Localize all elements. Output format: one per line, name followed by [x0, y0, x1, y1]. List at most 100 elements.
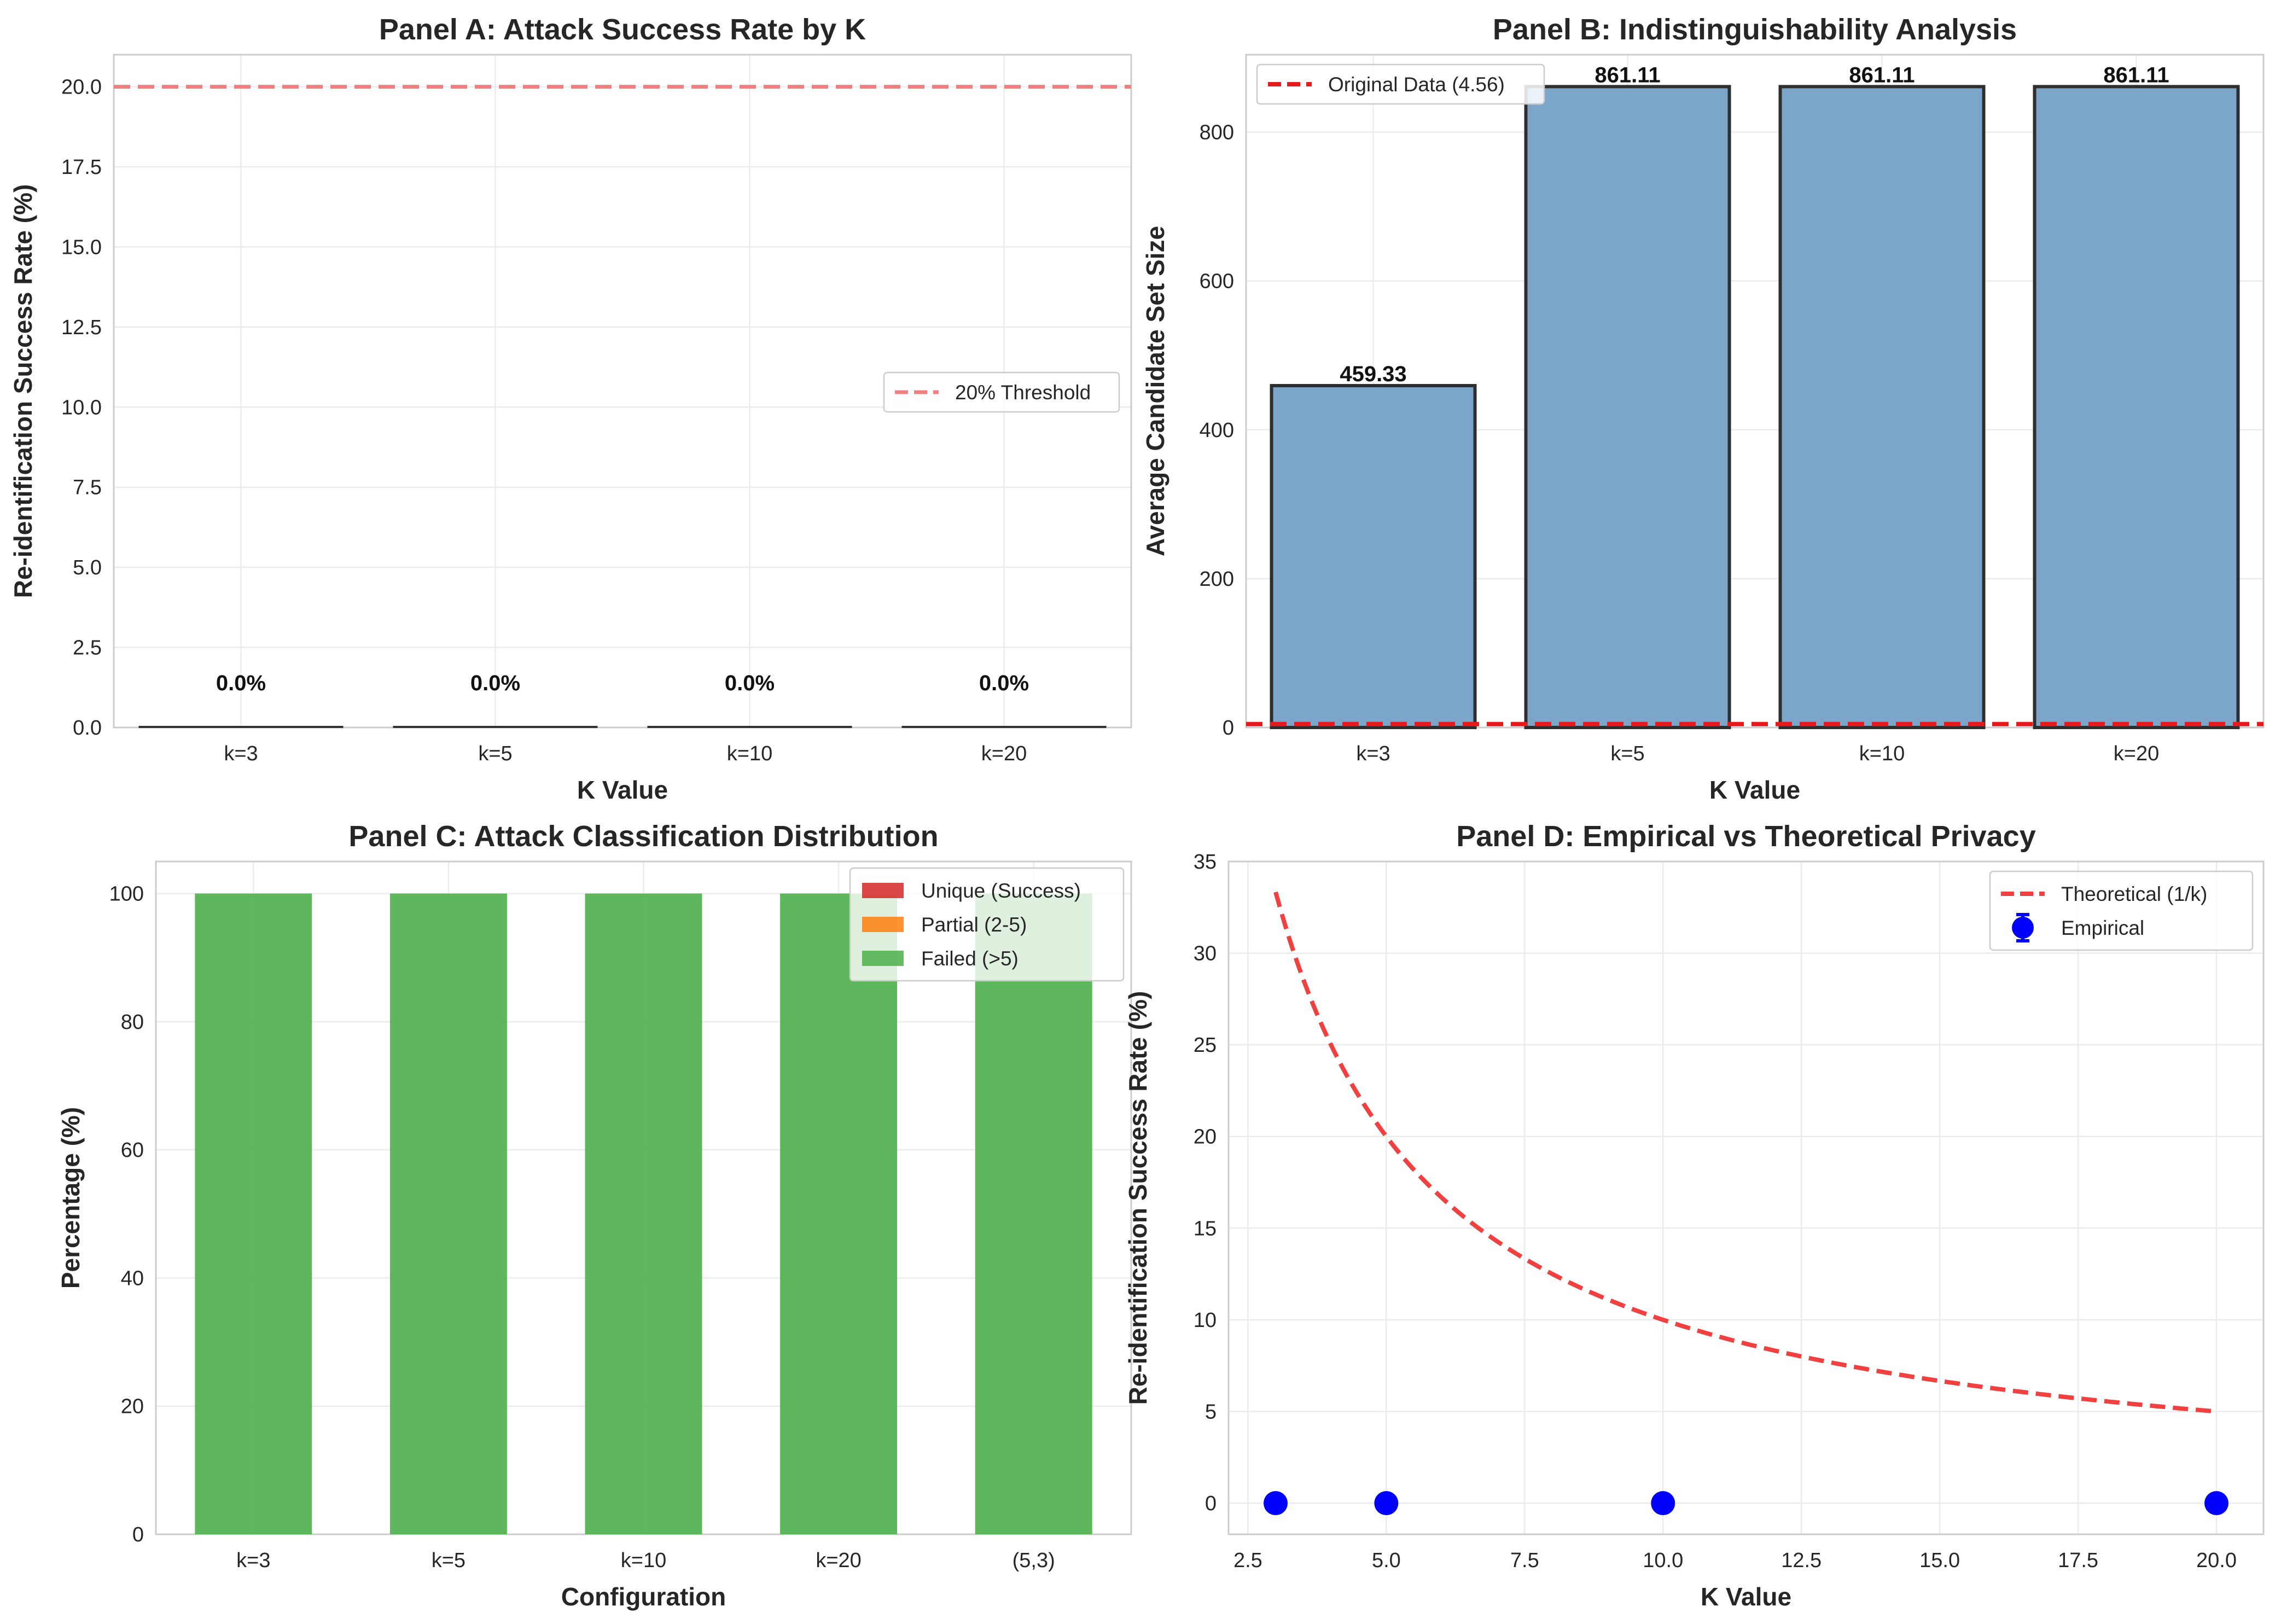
y-tick-label: 20: [1194, 1126, 1217, 1149]
x-tick-label: k=5: [432, 1549, 465, 1572]
legend-label: 20% Threshold: [955, 381, 1091, 404]
panel-b: 0 200 400 600 800 459.33 k=3 861.11 k=5 861.11 k=1…: [1141, 13, 2265, 804]
legend-swatch: [862, 883, 904, 898]
panel-d: 0 5 10 15 20 25 30 35 2.5 5.0 7.5 10.0 12.5 15.0 17.5 2…: [1124, 820, 2265, 1611]
y-axis-label: Average Candidate Set Size: [1141, 226, 1169, 556]
theoretical-line: [1273, 891, 2217, 1414]
y-tick-label: 80: [121, 1011, 144, 1034]
x-tick-label: 12.5: [1781, 1549, 1822, 1572]
x-tick-label: k=20: [2114, 742, 2159, 765]
y-tick-label: 15.0: [61, 236, 102, 259]
panel-title: Panel C: Attack Classification Distribut…: [348, 820, 938, 853]
legend-swatch: [2012, 917, 2034, 939]
legend-label: Theoretical (1/k): [2061, 883, 2207, 905]
x-axis-label: Configuration: [561, 1582, 726, 1611]
x-tick-label: k=5: [1610, 742, 1644, 765]
bar-value-label: 861.11: [1595, 63, 1660, 87]
legend-label: Partial (2-5): [921, 913, 1027, 936]
bar-segment: [975, 893, 1092, 1534]
bar-value-label: 0.0%: [979, 671, 1029, 695]
x-tick-label: 15.0: [1919, 1549, 1960, 1572]
legend-box: [849, 867, 1125, 982]
y-axis-label: Re-identification Success Rate (%): [9, 184, 37, 598]
y-tick-label: 0: [1205, 1492, 1217, 1515]
empirical-point: [1264, 1491, 1288, 1516]
legend-box: [1989, 870, 2254, 951]
plot-frame: [1227, 860, 2265, 1535]
bar-value-label: 0.0%: [470, 671, 520, 695]
y-tick-label: 17.5: [61, 156, 102, 179]
y-tick-label: 400: [1200, 419, 1234, 442]
y-tick-label: 10: [1194, 1309, 1217, 1332]
legend: 20% Threshold: [883, 371, 1120, 413]
bar-segment: [195, 893, 312, 1534]
legend-swatch: [862, 917, 904, 932]
x-tick-label: k=3: [1356, 742, 1390, 765]
y-tick-label: 5: [1205, 1400, 1217, 1423]
bar-value-label: 0.0%: [725, 671, 775, 695]
y-tick-label: 200: [1200, 568, 1234, 591]
bar: [138, 726, 344, 728]
x-tick-label: 7.5: [1510, 1549, 1539, 1572]
bar: [393, 726, 598, 728]
legend-swatch: [862, 951, 904, 966]
bar-value-label: 459.33: [1340, 362, 1406, 386]
empirical-point: [1374, 1491, 1399, 1516]
y-tick-label: 100: [109, 883, 144, 906]
legend-box: [883, 371, 1120, 413]
empirical-point: [2204, 1491, 2228, 1516]
y-tick-label: 0: [132, 1523, 144, 1546]
bar-value-label: 861.11: [1849, 63, 1915, 87]
bar-segment: [389, 893, 507, 1534]
bar: [1524, 85, 1731, 730]
x-tick-label: 17.5: [2058, 1549, 2098, 1572]
legend-label: Original Data (4.56): [1328, 73, 1505, 96]
x-tick-label: (5,3): [1013, 1549, 1055, 1572]
x-tick-label: k=5: [478, 742, 512, 765]
y-tick-label: 800: [1200, 121, 1234, 144]
bar: [901, 726, 1107, 728]
x-tick-label: 20.0: [2196, 1549, 2237, 1572]
bar: [1270, 384, 1477, 729]
bar-value-label: 861.11: [2103, 63, 2169, 87]
y-tick-label: 7.5: [73, 476, 102, 499]
legend-label: Unique (Success): [921, 880, 1081, 902]
plot-frame: [1245, 54, 2265, 729]
x-tick-label: 10.0: [1643, 1549, 1683, 1572]
y-tick-label: 2.5: [73, 637, 102, 660]
x-tick-label: 5.0: [1372, 1549, 1401, 1572]
legend-box: [1256, 63, 1545, 105]
y-tick-label: 0: [1223, 717, 1234, 740]
legend-label: Empirical: [2061, 917, 2144, 939]
y-tick-label: 35: [1194, 851, 1217, 874]
x-tick-label: k=10: [1859, 742, 1905, 765]
y-tick-label: 20: [121, 1395, 144, 1418]
x-tick-label: k=3: [236, 1549, 270, 1572]
x-tick-label: 2.5: [1233, 1549, 1262, 1572]
y-axis-label: Re-identification Success Rate (%): [1124, 991, 1152, 1405]
y-tick-label: 40: [121, 1267, 144, 1290]
x-tick-label: k=20: [816, 1549, 861, 1572]
empirical-point: [1651, 1491, 1675, 1516]
x-tick-label: k=10: [727, 742, 772, 765]
x-tick-label: k=10: [621, 1549, 666, 1572]
bar: [1778, 85, 1986, 730]
bar-segment: [780, 893, 898, 1534]
bar-value-label: 0.0%: [216, 671, 266, 695]
x-tick-label: k=3: [224, 742, 258, 765]
y-tick-label: 30: [1194, 942, 1217, 965]
y-tick-label: 0.0: [73, 717, 102, 740]
y-axis-label: Percentage (%): [56, 1107, 85, 1289]
legend-label: Failed (>5): [921, 947, 1019, 970]
y-tick-label: 5.0: [73, 556, 102, 579]
x-tick-label: k=20: [981, 742, 1027, 765]
legend: Unique (Success) Partial (2-5) Failed (>5): [849, 867, 1125, 982]
x-axis-label: K Value: [1701, 1582, 1791, 1611]
y-tick-label: 15: [1194, 1217, 1217, 1240]
panel-c: 0 20 40 60 80 100 k=3 k=5 k=10 k=20 (5,3) Unique (S…: [56, 820, 1132, 1611]
y-tick-label: 10.0: [61, 396, 102, 419]
y-tick-label: 60: [121, 1139, 144, 1162]
panel-a: 0.0 2.5 5.0 7.5 10.0 12.5 15.0 17.5 20.0 0.0% k=3 0…: [9, 13, 1132, 804]
panel-title: Panel D: Empirical vs Theoretical Privac…: [1456, 820, 2036, 853]
